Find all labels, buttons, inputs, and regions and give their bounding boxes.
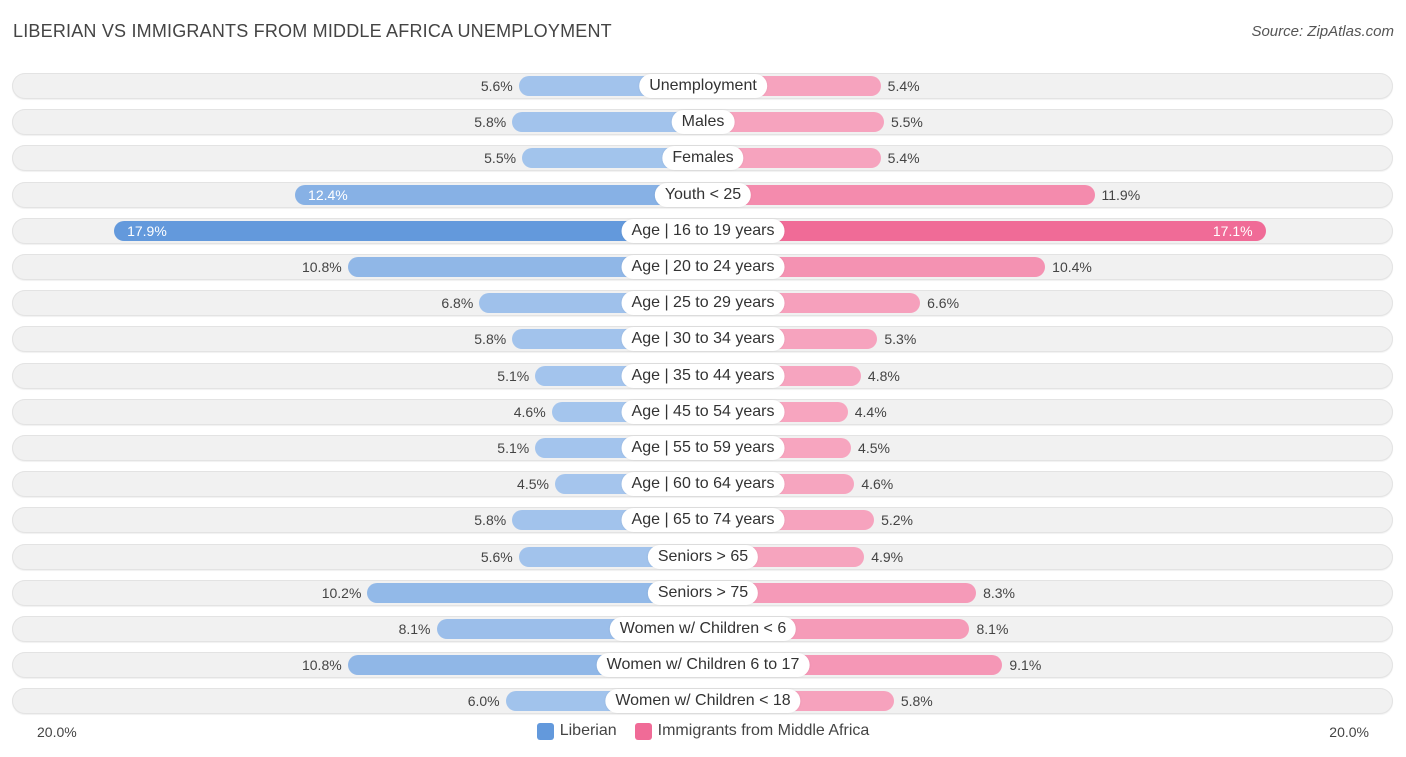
value-label-liberian: 5.5% xyxy=(484,150,517,167)
category-label: Age | 20 to 24 years xyxy=(621,255,785,279)
bar-liberian[interactable] xyxy=(367,582,703,603)
legend-label-liberian: Liberian xyxy=(559,722,617,739)
category-label: Seniors > 65 xyxy=(647,544,759,569)
value-label-liberian: 10.8% xyxy=(301,259,342,275)
value-label-liberian: 10.8% xyxy=(301,657,342,674)
value-label-liberian: 5.1% xyxy=(497,440,530,456)
value-label-liberian: 8.1% xyxy=(398,621,431,637)
value-label-immigrants: 4.9% xyxy=(871,548,904,565)
category-label: Age | 55 to 59 years xyxy=(621,436,785,460)
value-label-liberian: 5.8% xyxy=(474,114,507,131)
category-label: Females xyxy=(662,146,744,171)
bar-immigrants[interactable] xyxy=(703,112,884,133)
value-label-immigrants: 5.4% xyxy=(887,150,920,167)
legend-item-immigrants[interactable]: Immigrants from Middle Africa xyxy=(634,722,870,740)
category-label: Age | 45 to 54 years xyxy=(621,399,785,424)
legend-swatch-immigrants xyxy=(634,722,652,740)
value-label-liberian: 5.8% xyxy=(474,512,507,529)
value-label-liberian: 12.4% xyxy=(308,186,348,203)
bar-immigrants[interactable] xyxy=(703,148,881,169)
axis-label-left: 20.0% xyxy=(37,724,77,740)
category-label: Age | 16 to 19 years xyxy=(621,218,785,243)
value-label-liberian: 5.6% xyxy=(480,78,513,94)
value-label-immigrants: 4.4% xyxy=(854,403,887,420)
value-label-immigrants: 4.5% xyxy=(858,440,890,456)
value-label-liberian: 17.9% xyxy=(127,222,167,239)
bar-liberian[interactable] xyxy=(114,220,703,241)
value-label-immigrants: 5.5% xyxy=(890,114,923,131)
category-label: Unemployment xyxy=(639,74,767,98)
value-label-liberian: 10.2% xyxy=(321,584,362,601)
value-label-immigrants: 5.8% xyxy=(900,693,933,710)
value-label-liberian: 4.6% xyxy=(513,403,546,420)
value-label-liberian: 5.8% xyxy=(474,331,507,348)
value-label-immigrants: 11.9% xyxy=(1101,186,1141,203)
category-label: Age | 25 to 29 years xyxy=(621,291,785,316)
value-label-immigrants: 9.1% xyxy=(1009,657,1042,674)
bar-liberian[interactable] xyxy=(295,184,703,205)
value-label-immigrants: 4.8% xyxy=(867,367,900,384)
category-label: Youth < 25 xyxy=(654,182,752,207)
value-label-immigrants: 5.2% xyxy=(881,512,913,529)
value-label-immigrants: 5.3% xyxy=(884,331,917,348)
category-label: Males xyxy=(671,110,735,135)
bar-liberian[interactable] xyxy=(347,257,703,277)
value-label-liberian: 6.0% xyxy=(467,693,500,710)
chart-title: LIBERIAN VS IMMIGRANTS FROM MIDDLE AFRIC… xyxy=(13,21,612,41)
legend-swatch-liberian xyxy=(536,722,554,740)
bar-immigrants[interactable] xyxy=(703,220,1266,241)
legend-label-immigrants: Immigrants from Middle Africa xyxy=(657,722,870,739)
value-label-liberian: 5.6% xyxy=(480,548,513,565)
category-label: Age | 65 to 74 years xyxy=(621,508,785,533)
bar-immigrants[interactable] xyxy=(703,582,977,603)
legend: Liberian Immigrants from Middle Africa xyxy=(0,722,1406,740)
bar-liberian[interactable] xyxy=(512,112,703,133)
category-label: Women w/ Children 6 to 17 xyxy=(596,653,810,678)
value-label-immigrants: 5.4% xyxy=(887,78,920,94)
category-label: Age | 35 to 44 years xyxy=(621,363,785,388)
value-label-immigrants: 10.4% xyxy=(1052,259,1092,275)
bar-immigrants[interactable] xyxy=(703,257,1046,277)
bar-liberian[interactable] xyxy=(522,148,703,169)
value-label-immigrants: 4.6% xyxy=(861,476,894,493)
value-label-liberian: 5.1% xyxy=(497,367,530,384)
source-label: Source: ZipAtlas.com xyxy=(1251,23,1394,40)
value-label-liberian: 4.5% xyxy=(517,476,549,493)
category-label: Age | 60 to 64 years xyxy=(621,472,785,497)
category-label: Age | 30 to 34 years xyxy=(621,327,785,352)
value-label-immigrants: 17.1% xyxy=(1212,222,1253,239)
bar-immigrants[interactable] xyxy=(703,184,1095,205)
category-label: Women w/ Children < 18 xyxy=(605,689,801,714)
value-label-immigrants: 8.3% xyxy=(983,584,1015,601)
value-label-liberian: 6.8% xyxy=(441,295,474,312)
category-label: Seniors > 75 xyxy=(647,580,759,605)
axis-label-right: 20.0% xyxy=(1329,724,1369,740)
legend-item-liberian[interactable]: Liberian xyxy=(536,722,617,740)
category-label: Women w/ Children < 6 xyxy=(609,617,797,641)
value-label-immigrants: 6.6% xyxy=(927,295,960,312)
value-label-immigrants: 8.1% xyxy=(976,621,1009,637)
